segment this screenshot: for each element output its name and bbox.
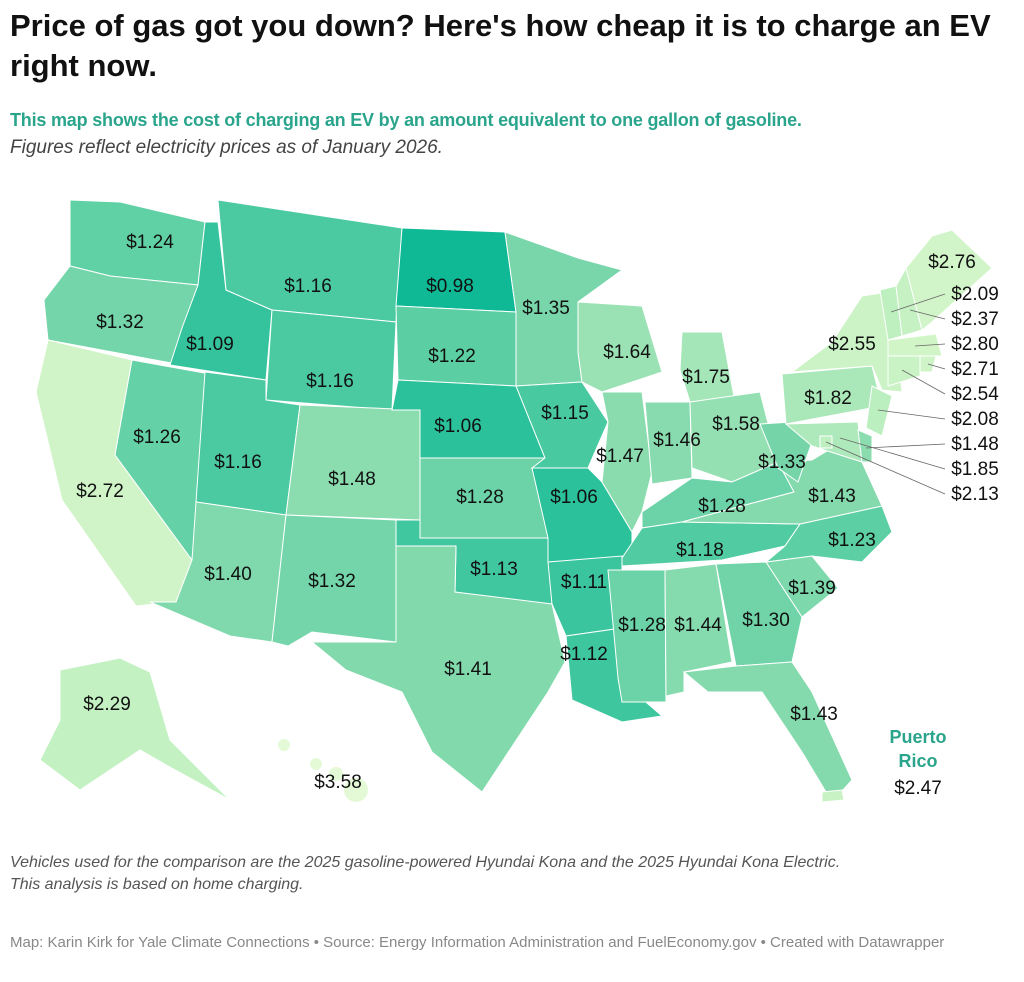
state-label-UT: $1.16 xyxy=(214,452,262,473)
state-GA xyxy=(715,561,803,667)
state-label-WV: $1.33 xyxy=(758,452,806,473)
credit-line: Map: Karin Kirk for Yale Climate Connect… xyxy=(10,934,945,951)
state-VA xyxy=(681,441,883,525)
state-label-NJ: $2.08 xyxy=(951,409,999,430)
state-label-AZ: $1.40 xyxy=(204,564,252,585)
state-label-GA: $1.30 xyxy=(742,610,790,631)
state-WY xyxy=(265,309,397,411)
state-label-MN: $1.35 xyxy=(522,298,570,319)
state-label-OR: $1.32 xyxy=(96,312,144,333)
state-label-TX: $1.41 xyxy=(444,659,492,680)
footnote-vehicles: Vehicles used for the comparison are the… xyxy=(10,854,841,871)
state-label-HI: $3.58 xyxy=(314,772,362,793)
state-label-FL: $1.43 xyxy=(790,704,838,725)
state-label-OH: $1.58 xyxy=(712,414,760,435)
state-label-SC: $1.39 xyxy=(788,578,836,599)
leader-line-VT xyxy=(890,293,946,313)
state-label-AL: $1.44 xyxy=(674,615,722,636)
state-label-DC: $2.13 xyxy=(951,484,999,505)
state-label-RI: $2.71 xyxy=(951,359,999,380)
state-label-OK: $1.13 xyxy=(470,559,518,580)
footnote-home-charging: This analysis is based on home charging. xyxy=(10,876,304,893)
state-HI xyxy=(329,767,343,781)
state-label-ME: $2.76 xyxy=(928,252,976,273)
state-label-MT: $1.16 xyxy=(284,276,332,297)
state-label-VA: $1.43 xyxy=(808,486,856,507)
state-NJ xyxy=(865,385,893,437)
state-label-LA: $1.12 xyxy=(560,644,608,665)
state-label-PR: $2.47 xyxy=(894,778,942,799)
state-label-SD: $1.22 xyxy=(428,346,476,367)
state-HI xyxy=(344,778,368,802)
us-map: $1.24 $1.32 $2.72 $1.26 $1.09 $1.16 $1.16 $1.16… xyxy=(35,199,999,803)
state-label-IN: $1.46 xyxy=(653,430,701,451)
state-label-KS: $1.28 xyxy=(456,487,504,508)
state-label-CA: $2.72 xyxy=(76,481,124,502)
state-label-CT: $2.54 xyxy=(951,384,999,405)
state-FL xyxy=(682,661,853,803)
leader-line-MD xyxy=(839,437,946,470)
state-PR xyxy=(821,789,845,803)
state-MS xyxy=(607,569,667,703)
date-note: Figures reflect electricity prices as of… xyxy=(10,137,443,158)
state-label-ND: $0.98 xyxy=(426,276,474,297)
state-label-IA: $1.15 xyxy=(541,403,589,424)
state-label-CO: $1.48 xyxy=(328,469,376,490)
state-MA xyxy=(887,333,943,357)
state-label-NV: $1.26 xyxy=(133,427,181,448)
pr-title: Puerto Rico xyxy=(889,727,946,771)
state-label-AR: $1.11 xyxy=(561,572,607,593)
state-ND xyxy=(395,227,517,313)
state-label-PA: $1.82 xyxy=(804,388,852,409)
state-label-KY: $1.28 xyxy=(698,496,746,517)
leader-line-NJ xyxy=(877,409,946,420)
state-IL xyxy=(601,391,653,534)
state-label-MD: $1.85 xyxy=(951,459,999,480)
leader-line-NH xyxy=(909,309,946,320)
state-label-IL: $1.47 xyxy=(596,446,644,467)
state-AK xyxy=(39,657,231,801)
state-label-NC: $1.23 xyxy=(828,530,876,551)
page-title: Price of gas got you down? Here's how ch… xyxy=(10,8,991,83)
state-label-TN: $1.18 xyxy=(676,540,724,561)
leader-line-RI xyxy=(927,363,946,370)
leader-line-CT xyxy=(901,369,946,395)
state-NC xyxy=(764,505,893,563)
leader-line-MA xyxy=(914,343,946,347)
state-label-DE: $1.48 xyxy=(951,434,999,455)
state-label-WA: $1.24 xyxy=(126,232,174,253)
state-TX xyxy=(310,545,566,793)
state-label-NH: $2.37 xyxy=(951,309,999,330)
state-HI xyxy=(310,758,322,770)
header: Price of gas got you down? Here's how ch… xyxy=(0,0,1004,160)
state-label-MI: $1.75 xyxy=(682,367,730,388)
footnotes: Vehicles used for the comparison are the… xyxy=(10,852,1010,896)
state-HI xyxy=(278,739,290,751)
state-label-NE: $1.06 xyxy=(434,416,482,437)
state-label-WI: $1.64 xyxy=(603,342,651,363)
state-label-WY: $1.16 xyxy=(306,371,354,392)
state-label-NY: $2.55 xyxy=(828,334,876,355)
state-label-ID: $1.09 xyxy=(186,334,234,355)
state-label-MO: $1.06 xyxy=(550,487,598,508)
state-label-NM: $1.32 xyxy=(308,571,356,592)
state-ME xyxy=(905,229,993,331)
subtitle: This map shows the cost of charging an E… xyxy=(10,110,802,130)
state-label-MA: $2.80 xyxy=(951,334,999,355)
state-label-MS: $1.28 xyxy=(618,615,666,636)
state-label-VT: $2.09 xyxy=(951,284,999,305)
leader-line-DE xyxy=(865,443,946,449)
state-label-AK: $2.29 xyxy=(83,694,131,715)
state-CO xyxy=(285,404,421,521)
leader-line-DC xyxy=(825,441,946,495)
